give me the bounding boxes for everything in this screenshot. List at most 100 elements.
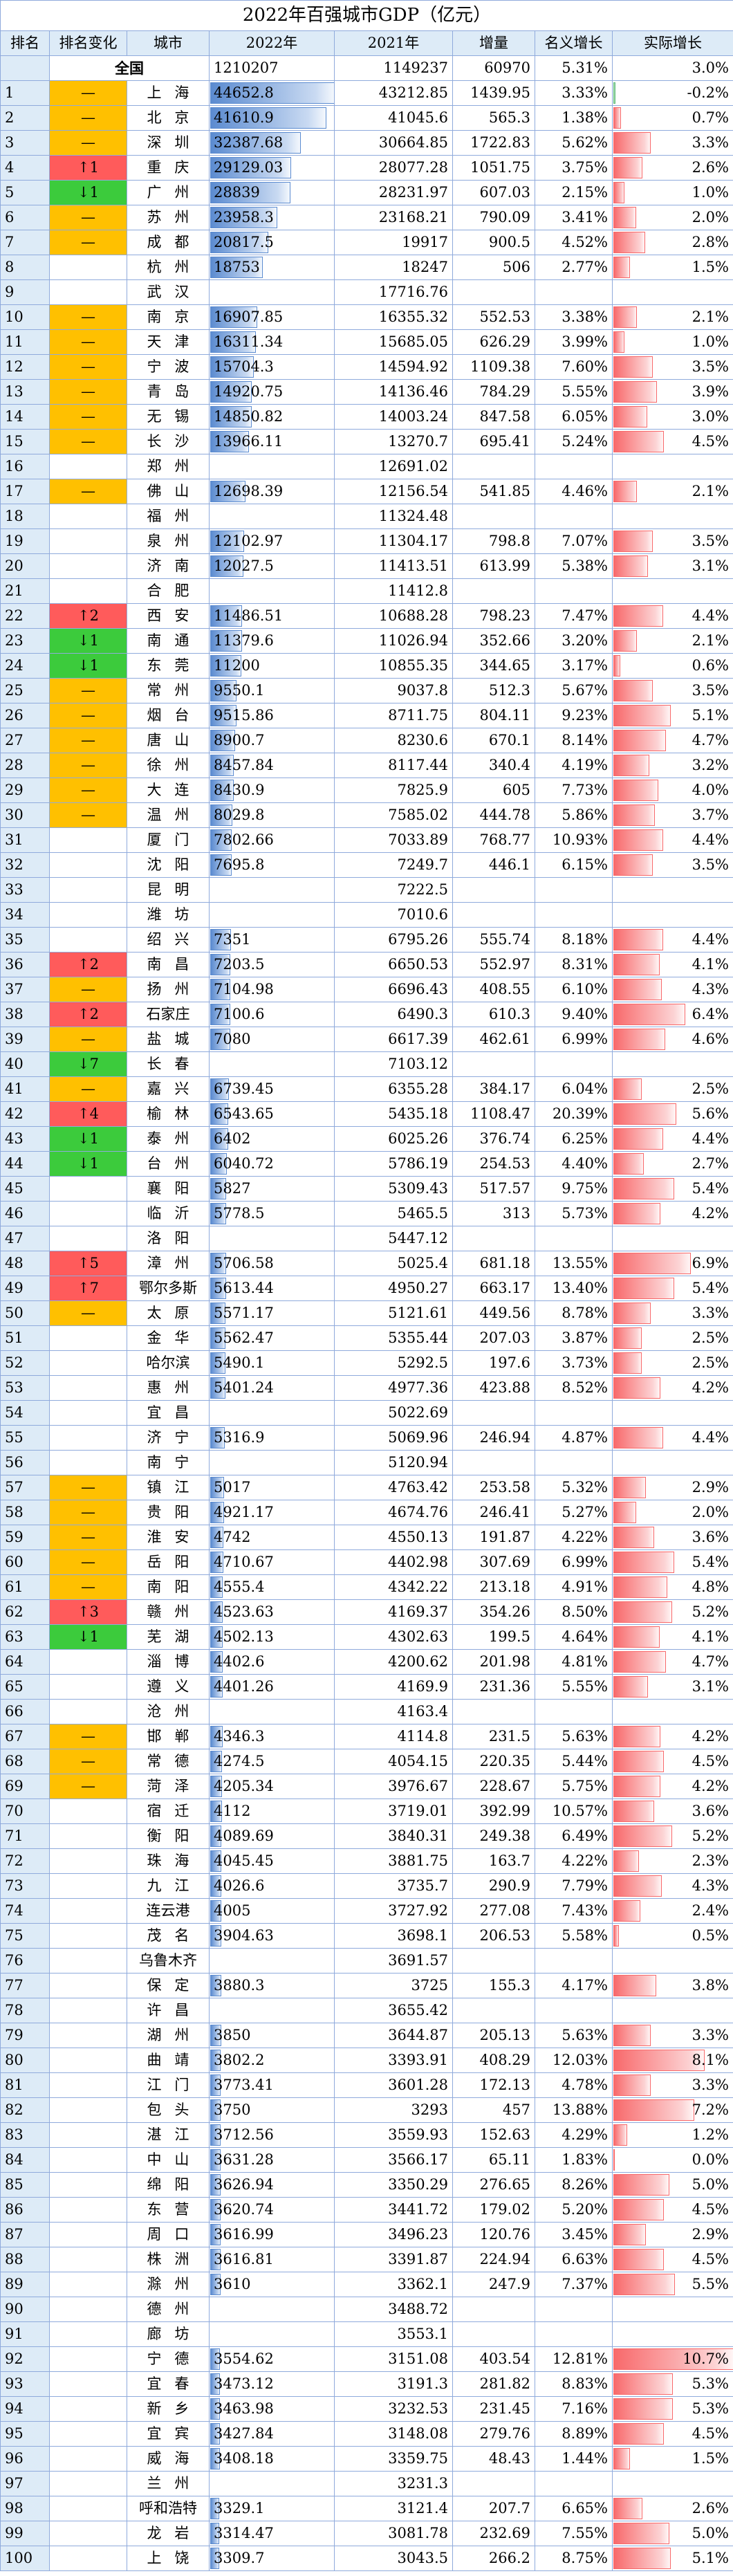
nominal-growth-cell: 6.99% [535,1027,613,1052]
data-bar [210,1751,223,1772]
data-bar [210,182,291,203]
header-cell: 城市 [127,31,210,56]
cell-text: 65 [5,1678,24,1695]
cell-text: 96 [5,2450,24,2467]
cell-text: 49 [5,1280,24,1296]
gdp-2021-cell: 3191.3 [335,2372,453,2397]
cell-text: 68 [5,1753,24,1769]
cell-text: 74 [5,1902,24,1919]
data-bar [210,2199,221,2220]
nominal-growth-cell: 1.38% [535,106,613,131]
data-bar [210,1975,221,1996]
increase-cell: 384.17 [453,1077,535,1102]
real-growth-cell [613,1700,733,1724]
cell-text: — [81,433,95,450]
cell-text: 5.62% [562,134,608,151]
increase-cell: 207.7 [453,2496,535,2521]
change-cell [50,2397,127,2422]
cell-text: 9.40% [562,1006,608,1022]
data-bar [613,680,653,701]
gdp-2022-cell: 3773.41 [210,2073,335,2098]
cell-text: 8.83% [562,2375,608,2392]
gdp-2022-cell: 3904.63 [210,1924,335,1949]
data-bar [210,1427,225,1448]
gdp-2022-cell: 5490.1 [210,1351,335,1376]
cell-text: 4005 [214,1902,251,1919]
real-growth-cell [613,1226,733,1251]
cell-text: 9515.86 [214,707,274,724]
cell-text: 5.2% [692,1828,729,1844]
cell-text: 392.99 [479,1803,530,1819]
data-bar [613,1552,674,1573]
change-cell: — [50,205,127,230]
change-cell: — [50,81,127,106]
header-cell: 排名 [1,31,50,56]
cell-text: 包头 [147,2101,203,2118]
gdp-2021-cell: 4302.63 [335,1625,453,1650]
cell-text: 30664.85 [378,134,448,151]
data-bar [613,1178,674,1199]
increase-cell [453,504,535,529]
rank-cell: 15 [1,430,50,454]
nominal-growth-cell [535,1226,613,1251]
cell-text: 4.4% [692,931,729,948]
gdp-2022-cell [210,504,335,529]
data-bar [210,630,242,652]
cell-text: 6.63% [562,2251,608,2267]
cell-text: 3.2% [692,757,729,773]
data-bar [613,2249,665,2270]
nominal-growth-cell: 12.81% [535,2347,613,2372]
cell-text: 12027.5 [214,558,274,574]
data-bar [613,406,647,427]
rank-cell: 24 [1,654,50,679]
data-bar [613,257,631,278]
cell-text: 10688.28 [378,607,448,624]
cell-text: 13270.7 [388,433,448,450]
gdp-2022-cell: 3309.7 [210,2546,335,2571]
change-cell [50,1700,127,1724]
city-cell: 杭州 [127,255,210,280]
cell-text: 3.38% [562,309,608,325]
cell-text: 10855.35 [378,657,448,674]
gdp-2022-cell: 8457.84 [210,753,335,778]
cell-text: 1.83% [562,2151,608,2168]
nominal-growth-cell: 8.26% [535,2173,613,2198]
increase-cell: 228.67 [453,1774,535,1799]
cell-text: 6543.65 [214,1105,274,1122]
cell-text: 847.58 [479,408,530,425]
cell-text: ↓7 [77,1056,99,1072]
cell-text: 3773.41 [214,2077,274,2093]
cell-text: 4.22% [562,1529,608,1545]
cell-text: 61 [5,1579,24,1595]
gdp-2022-cell: 6543.65 [210,1102,335,1127]
data-bar [210,1576,223,1598]
cell-text: 78 [5,2002,24,2018]
real-growth-cell: 5.5% [613,2272,733,2297]
cell-text: 4.46% [562,483,608,499]
cell-text: 11200 [214,657,260,674]
gdp-2021-cell: 3553.1 [335,2322,453,2347]
gdp-2022-cell: 32387.68 [210,131,335,156]
city-cell: 湖州 [127,2023,210,2048]
gdp-2022-cell [210,280,335,305]
cell-text: 1051.75 [470,159,530,176]
city-cell: 上饶 [127,2546,210,2571]
increase-cell [453,1998,535,2023]
real-growth-cell: 3.5% [613,529,733,554]
cell-text: 贵阳 [147,1504,203,1520]
increase-cell: 277.08 [453,1899,535,1924]
gdp-2021-cell: 3881.75 [335,1849,453,1874]
increase-cell: 695.41 [453,430,535,454]
increase-cell: 565.3 [453,106,535,131]
rank-cell: 27 [1,728,50,753]
cell-text: 3293 [411,2101,448,2118]
increase-cell: 1051.75 [453,156,535,181]
change-cell: — [50,430,127,454]
data-bar [210,2523,220,2544]
cell-text: 191.87 [479,1529,530,1545]
data-bar [613,1975,656,1996]
data-bar [210,1078,230,1100]
cell-text: 厦门 [147,831,203,848]
cell-text: 231.36 [479,1678,530,1695]
nominal-growth-cell: 6.65% [535,2496,613,2521]
